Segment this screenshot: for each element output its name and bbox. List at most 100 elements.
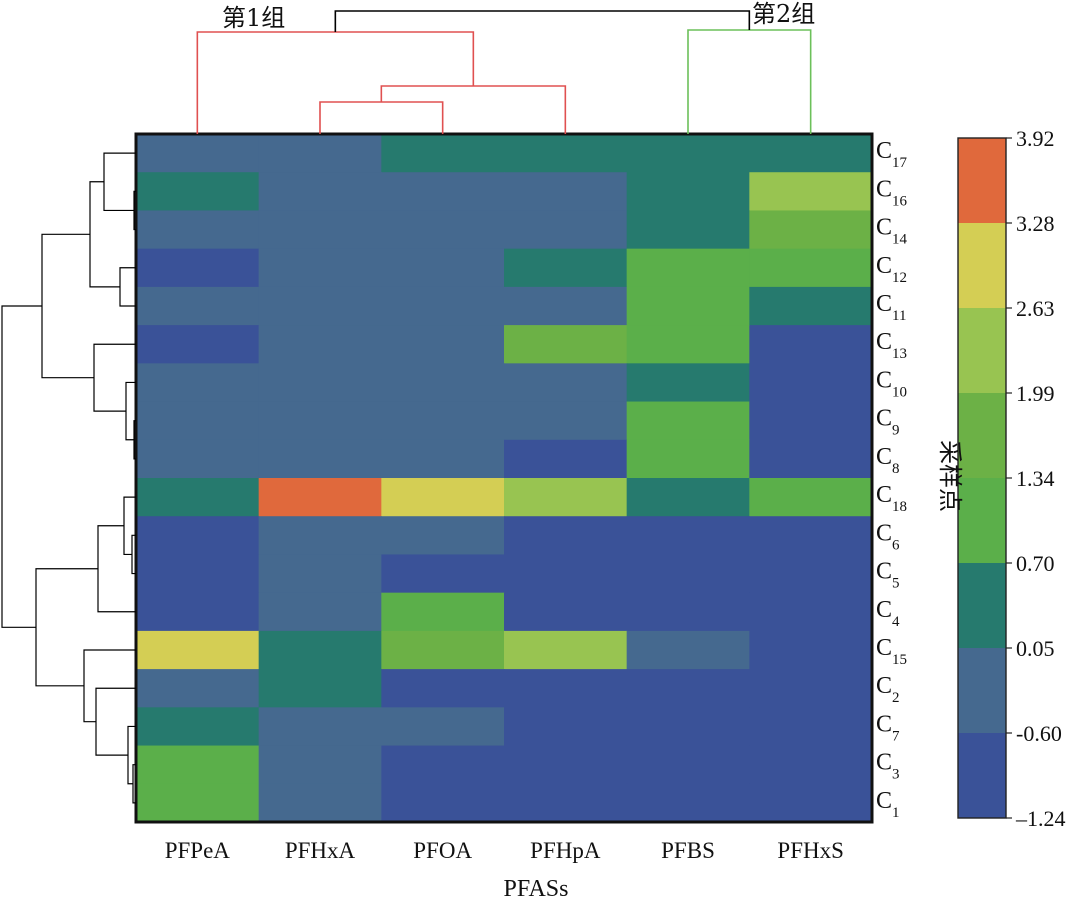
heatmap-cell (136, 286, 260, 326)
row-label: C15 (876, 635, 907, 668)
heatmap-cell (258, 554, 382, 594)
dendrogram-link (89, 181, 120, 288)
heatmap-cell (504, 172, 628, 212)
dendrogram-link (95, 687, 136, 756)
heatmap-cell (626, 401, 750, 441)
heatmap-cell (626, 554, 750, 594)
heatmap-cell (504, 516, 628, 556)
dendrogram-link (687, 29, 812, 134)
heatmap-cell (381, 592, 505, 632)
heatmap-cell (258, 669, 382, 708)
heatmap-cell (381, 745, 505, 785)
heatmap-cell (749, 630, 873, 670)
heatmap-cell (258, 478, 382, 517)
heatmap-cell (749, 783, 873, 823)
heatmap-cell (258, 172, 382, 212)
heatmap-cell (504, 134, 628, 173)
heatmap-cell (504, 363, 628, 403)
column-label: PFHxS (777, 838, 843, 863)
heatmap-cell (381, 554, 505, 594)
heatmap-cell (136, 363, 260, 403)
heatmap-cell (258, 439, 382, 479)
dendrogram-link (97, 525, 136, 613)
colorbar-segment (958, 563, 1006, 649)
heatmap-cell (136, 669, 260, 708)
dendrogram-link (380, 85, 567, 134)
heatmap-cell (626, 286, 750, 326)
row-label: C13 (876, 329, 907, 362)
heatmap-cell (381, 401, 505, 441)
row-label: C1 (876, 788, 900, 821)
heatmap-cell (136, 630, 260, 670)
heatmap-cell (749, 248, 873, 288)
heatmap-cell (136, 439, 260, 479)
heatmap-cell (504, 439, 628, 479)
heatmap-cell (504, 554, 628, 594)
row-label: C5 (876, 559, 900, 592)
row-label: C16 (876, 176, 908, 209)
colorbar-segment (958, 223, 1006, 309)
heatmap-cell (258, 630, 382, 670)
heatmap-cell (626, 669, 750, 708)
heatmap-cell (626, 516, 750, 556)
colorbar-segment (958, 393, 1006, 479)
heatmap-cell (749, 363, 873, 403)
heatmap-cell (258, 401, 382, 441)
heatmap-cell (504, 745, 628, 785)
heatmap-cell (749, 439, 873, 479)
heatmap-cell (136, 325, 260, 364)
heatmap-cell (381, 516, 505, 556)
heatmap-cell (749, 516, 873, 556)
row-label: C18 (876, 482, 907, 515)
column-dendrogram: 第1组 第2组 (196, 0, 815, 134)
heatmap-cell (749, 478, 873, 517)
heatmap-cell (258, 707, 382, 747)
group-label: 第2组 (752, 0, 815, 28)
dendrogram-link (1, 305, 42, 628)
column-label: PFHpA (530, 838, 601, 863)
heatmap-cell (749, 286, 873, 326)
heatmap-cell (258, 783, 382, 823)
heatmap-cell (381, 363, 505, 403)
heatmap-cell (626, 248, 750, 288)
heatmap-cell (258, 592, 382, 632)
heatmap-cell (504, 248, 628, 288)
dendrogram-link (83, 649, 136, 723)
colorbar-tick-label: –1.24 (1015, 806, 1066, 831)
heatmap-cell (381, 134, 505, 173)
row-label: C8 (876, 444, 900, 477)
colorbar-tick-label: 1.34 (1016, 466, 1055, 491)
heatmap-cell (504, 286, 628, 326)
row-dendrogram (1, 152, 136, 804)
heatmap-cell (504, 592, 628, 632)
heatmap-cell (626, 363, 750, 403)
heatmap-cell (626, 210, 750, 250)
dendrogram-link (119, 267, 136, 307)
colorbar-tick-label: 3.92 (1016, 126, 1055, 151)
colorbar-label: 采样点 (936, 440, 964, 512)
heatmap-cell (749, 210, 873, 250)
heatmap-cell (504, 630, 628, 670)
column-label: PFBS (661, 838, 715, 863)
dendrogram-link (103, 152, 136, 212)
heatmap-cell (749, 669, 873, 708)
colorbar-tick-label: -0.60 (1016, 721, 1062, 746)
heatmap-cell (381, 783, 505, 823)
heatmap-cell (381, 172, 505, 212)
heatmap-cell (749, 592, 873, 632)
heatmap-cell (381, 210, 505, 250)
heatmap-cell (258, 325, 382, 364)
row-label: C3 (876, 750, 900, 783)
row-label: C6 (876, 520, 900, 553)
heatmap-cell (258, 286, 382, 326)
heatmap-cell (258, 248, 382, 288)
row-label: C10 (876, 367, 907, 400)
heatmap-cells (136, 134, 873, 823)
heatmap-cell (136, 210, 260, 250)
heatmap-cell (136, 554, 260, 594)
heatmap-cell (136, 707, 260, 747)
row-label: C17 (876, 138, 908, 171)
colorbar-tick-label: 3.28 (1016, 211, 1055, 236)
heatmap-cell (381, 478, 505, 517)
